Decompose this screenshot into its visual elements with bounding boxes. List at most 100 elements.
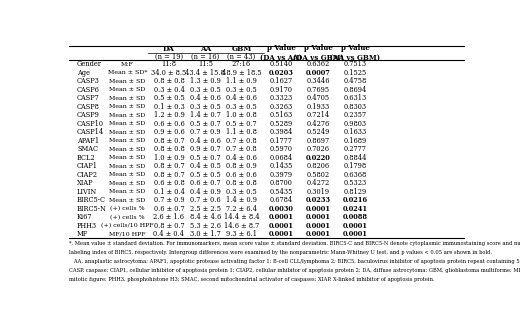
Text: 0.5 ± 0.5: 0.5 ± 0.5 <box>190 171 220 179</box>
Text: CIAP2: CIAP2 <box>77 171 98 179</box>
Text: 0.0030: 0.0030 <box>268 204 293 212</box>
Text: 0.6362: 0.6362 <box>306 60 330 68</box>
Text: 0.1 ± 0.4: 0.1 ± 0.4 <box>153 188 185 196</box>
Text: 0.8 ± 0.7: 0.8 ± 0.7 <box>154 171 184 179</box>
Text: DA: DA <box>163 45 175 53</box>
Text: Mean ± SD: Mean ± SD <box>109 121 146 126</box>
Text: Mean ± SD: Mean ± SD <box>109 172 146 177</box>
Text: 0.5163: 0.5163 <box>269 111 293 119</box>
Text: 0.8 ± 0.8: 0.8 ± 0.8 <box>153 145 185 153</box>
Text: 0.3 ± 0.5: 0.3 ± 0.5 <box>226 86 257 94</box>
Text: CASP3: CASP3 <box>77 77 100 85</box>
Text: 8.4 ± 4.6: 8.4 ± 4.6 <box>190 213 221 221</box>
Text: Mean ± SD: Mean ± SD <box>109 79 146 84</box>
Text: CASP9: CASP9 <box>77 111 100 119</box>
Text: 0.5 ± 0.7: 0.5 ± 0.7 <box>190 154 220 162</box>
Text: PHH3: PHH3 <box>77 222 97 230</box>
Text: 11:8: 11:8 <box>162 60 176 68</box>
Text: 0.3 ± 0.5: 0.3 ± 0.5 <box>226 188 257 196</box>
Text: 0.4758: 0.4758 <box>344 77 367 85</box>
Text: 0.1933: 0.1933 <box>306 103 330 111</box>
Text: 0.6 ± 0.7: 0.6 ± 0.7 <box>154 204 184 212</box>
Text: BIRC5-N: BIRC5-N <box>77 204 107 212</box>
Text: 0.0001: 0.0001 <box>306 213 331 221</box>
Text: 0.9 ± 0.6: 0.9 ± 0.6 <box>153 128 185 136</box>
Text: BCL2: BCL2 <box>77 154 96 162</box>
Text: 27:16: 27:16 <box>232 60 251 68</box>
Text: MF/10 HPF: MF/10 HPF <box>109 232 146 237</box>
Text: 0.8 ± 0.7: 0.8 ± 0.7 <box>154 222 184 230</box>
Text: 0.0001: 0.0001 <box>306 204 331 212</box>
Text: Mean ± SD: Mean ± SD <box>109 155 146 160</box>
Text: 0.0241: 0.0241 <box>343 204 368 212</box>
Text: 0.6313: 0.6313 <box>344 94 367 102</box>
Text: 0.8694: 0.8694 <box>344 86 367 94</box>
Text: 0.0007: 0.0007 <box>306 69 331 77</box>
Text: 0.3984: 0.3984 <box>269 128 293 136</box>
Text: 0.0684: 0.0684 <box>269 154 293 162</box>
Text: 0.6 ± 0.7: 0.6 ± 0.7 <box>190 179 220 187</box>
Text: (+) cells %: (+) cells % <box>110 214 145 220</box>
Text: 0.4 ± 0.6: 0.4 ± 0.6 <box>226 154 257 162</box>
Text: (+) cells %: (+) cells % <box>110 206 145 211</box>
Text: 34.0 ± 8.5: 34.0 ± 8.5 <box>151 69 187 77</box>
Text: 0.6368: 0.6368 <box>344 171 367 179</box>
Text: 0.7 ± 0.6: 0.7 ± 0.6 <box>190 196 220 204</box>
Text: 0.5323: 0.5323 <box>344 179 367 187</box>
Text: 0.0001: 0.0001 <box>343 230 368 238</box>
Text: 3.0 ± 1.7: 3.0 ± 1.7 <box>190 230 220 238</box>
Text: 0.1798: 0.1798 <box>344 162 367 170</box>
Text: (+) cells/10 HPF: (+) cells/10 HPF <box>101 223 154 228</box>
Text: 0.8 ± 0.8: 0.8 ± 0.8 <box>153 77 185 85</box>
Text: 43.4 ± 15.8: 43.4 ± 15.8 <box>185 69 225 77</box>
Text: BIRC5-C: BIRC5-C <box>77 196 106 204</box>
Text: 0.5435: 0.5435 <box>269 188 293 196</box>
Text: labeling index of BIRC5, respectively. Intergroup differences were examined by t: labeling index of BIRC5, respectively. I… <box>69 250 492 255</box>
Text: 0.8206: 0.8206 <box>306 162 330 170</box>
Text: *, Mean value ± standard deviation. For immunomarkers, mean score value ± standa: *, Mean value ± standard deviation. For … <box>69 241 520 246</box>
Text: 0.0001: 0.0001 <box>343 222 368 230</box>
Text: 0.8303: 0.8303 <box>344 103 367 111</box>
Text: 1.4 ± 0.9: 1.4 ± 0.9 <box>226 196 257 204</box>
Text: 0.5 ± 0.7: 0.5 ± 0.7 <box>190 120 220 128</box>
Text: 11:5: 11:5 <box>198 60 213 68</box>
Text: Ki67: Ki67 <box>77 213 93 221</box>
Text: 0.4 ± 0.6: 0.4 ± 0.6 <box>190 94 220 102</box>
Text: 0.6 ± 0.6: 0.6 ± 0.6 <box>153 120 185 128</box>
Text: 0.3 ± 0.4: 0.3 ± 0.4 <box>153 86 185 94</box>
Text: 0.3446: 0.3446 <box>306 77 330 85</box>
Text: 0.4 ± 0.5: 0.4 ± 0.5 <box>190 162 220 170</box>
Text: 0.5140: 0.5140 <box>269 60 293 68</box>
Text: (n = 43): (n = 43) <box>227 52 256 61</box>
Text: 1.2 ± 0.9: 1.2 ± 0.9 <box>153 111 185 119</box>
Text: 0.8700: 0.8700 <box>269 179 292 187</box>
Text: 0.4705: 0.4705 <box>306 94 330 102</box>
Text: 0.4272: 0.4272 <box>306 179 330 187</box>
Text: 0.5970: 0.5970 <box>269 145 293 153</box>
Text: p Value
(AA vs GBM): p Value (AA vs GBM) <box>330 44 380 62</box>
Text: 0.1689: 0.1689 <box>344 137 367 145</box>
Text: 48.9 ± 18.5: 48.9 ± 18.5 <box>222 69 262 77</box>
Text: AA: AA <box>200 45 211 53</box>
Text: CASP7: CASP7 <box>77 94 100 102</box>
Text: 0.7695: 0.7695 <box>306 86 330 94</box>
Text: 0.4 ± 0.9: 0.4 ± 0.9 <box>190 188 220 196</box>
Text: 0.0216: 0.0216 <box>343 196 368 204</box>
Text: 2.6 ± 1.6: 2.6 ± 1.6 <box>153 213 185 221</box>
Text: Mean ± SD: Mean ± SD <box>109 87 146 92</box>
Text: 0.0233: 0.0233 <box>306 196 331 204</box>
Text: 14.6 ± 8.7: 14.6 ± 8.7 <box>224 222 259 230</box>
Text: GBM: GBM <box>231 45 252 53</box>
Text: 0.9170: 0.9170 <box>269 86 293 94</box>
Text: Age: Age <box>77 69 90 77</box>
Text: APAF1: APAF1 <box>77 137 99 145</box>
Text: 0.3323: 0.3323 <box>269 94 293 102</box>
Text: 0.3 ± 0.5: 0.3 ± 0.5 <box>190 103 220 111</box>
Text: 0.7 ± 0.8: 0.7 ± 0.8 <box>226 145 257 153</box>
Text: Mean ± SD: Mean ± SD <box>109 189 146 194</box>
Text: p Value
(DA vs AA): p Value (DA vs AA) <box>260 44 302 62</box>
Text: 0.0001: 0.0001 <box>268 222 293 230</box>
Text: CIAP1: CIAP1 <box>77 162 98 170</box>
Text: Mean ± SD: Mean ± SD <box>109 147 146 152</box>
Text: 0.5289: 0.5289 <box>269 120 293 128</box>
